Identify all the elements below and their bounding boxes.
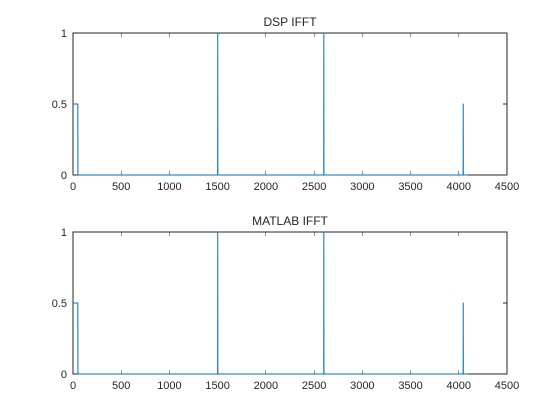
tick-group: 0 500 1000 1500 2000 2500 3000 3500 4000 4500 0 0.5… xyxy=(52,28,520,193)
x-tick-label: 3500 xyxy=(398,380,422,392)
x-tick-label: 1500 xyxy=(205,380,229,392)
x-tick-label: 500 xyxy=(112,181,130,193)
x-tick-label: 2000 xyxy=(254,181,278,193)
x-tick-label: 3500 xyxy=(398,181,422,193)
x-tick-label: 1000 xyxy=(157,181,181,193)
plot-title: MATLAB IFFT xyxy=(252,214,328,228)
x-tick-label: 4500 xyxy=(495,380,519,392)
subplot-dsp-ifft: DSP IFFT 0 500 1000 1500 2000 2500 3000 3500 400… xyxy=(52,15,520,193)
x-tick-label: 1500 xyxy=(205,181,229,193)
x-tick-label: 2500 xyxy=(302,181,326,193)
ifft-signal-line xyxy=(73,32,469,176)
subplot-matlab-ifft: MATLAB IFFT 0 500 1000 1500 2000 2500 3000 3500… xyxy=(52,214,520,392)
y-tick-label: 1 xyxy=(61,28,67,40)
plot-area xyxy=(72,32,508,176)
ifft-signal-line xyxy=(73,231,469,375)
y-tick-label: 1 xyxy=(61,227,67,239)
x-tick-label: 500 xyxy=(112,380,130,392)
x-tick-label: 4000 xyxy=(447,181,471,193)
x-tick-label: 3000 xyxy=(350,181,374,193)
x-tick-label: 1000 xyxy=(157,380,181,392)
y-tick-label: 0.5 xyxy=(52,298,67,310)
plot-title: DSP IFFT xyxy=(263,15,317,29)
x-tick-label: 0 xyxy=(70,380,76,392)
x-tick-label: 3000 xyxy=(350,380,374,392)
plot-area xyxy=(72,231,508,375)
x-tick-label: 4500 xyxy=(495,181,519,193)
tick-group: 0 500 1000 1500 2000 2500 3000 3500 4000 4500 0 0.5… xyxy=(52,227,520,392)
x-tick-label: 2500 xyxy=(302,380,326,392)
x-tick-label: 0 xyxy=(70,181,76,193)
y-tick-label: 0 xyxy=(61,369,67,381)
y-tick-label: 0 xyxy=(61,170,67,182)
y-tick-label: 0.5 xyxy=(52,99,67,111)
x-tick-label: 2000 xyxy=(254,380,278,392)
x-tick-label: 4000 xyxy=(447,380,471,392)
